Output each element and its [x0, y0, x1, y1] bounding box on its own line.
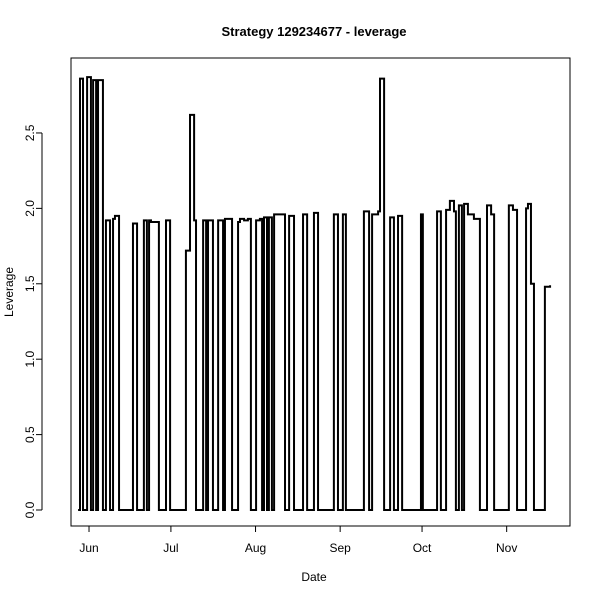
x-tick-label: Sep: [329, 541, 351, 555]
y-tick-label: 2.0: [23, 200, 37, 217]
y-tick-label: 2.5: [23, 124, 37, 141]
y-tick-label: 1.0: [23, 351, 37, 368]
x-tick-label: Aug: [245, 541, 266, 555]
y-tick-label: 1.5: [23, 275, 37, 292]
x-tick-label: Nov: [496, 541, 517, 555]
y-axis-label: Leverage: [2, 267, 16, 317]
x-tick-label: Jul: [163, 541, 178, 555]
x-tick-label: Oct: [413, 541, 432, 555]
x-tick-label: Jun: [79, 541, 98, 555]
y-tick-label: 0.5: [23, 426, 37, 443]
step-line: [78, 76, 552, 512]
x-axis-label: Date: [301, 570, 327, 584]
chart-title: Strategy 129234677 - leverage: [221, 24, 406, 39]
y-tick-label: 0.0: [23, 501, 37, 518]
